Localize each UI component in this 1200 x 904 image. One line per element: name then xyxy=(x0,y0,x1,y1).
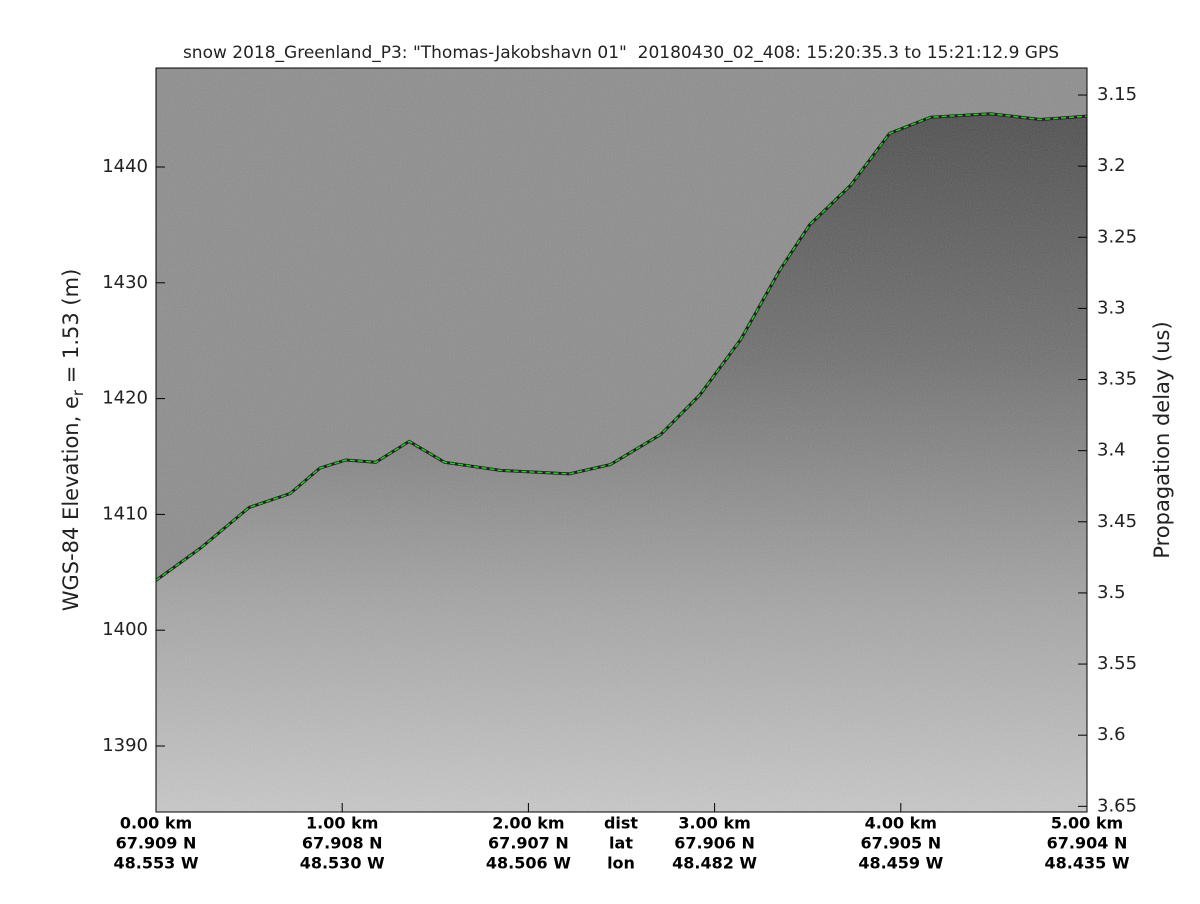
y2-tick-label: 3.3 xyxy=(1097,297,1126,318)
y2-axis-label: Propagation delay (us) xyxy=(1150,321,1174,558)
y-axis-label-part: = 1.53 (m) xyxy=(59,269,83,390)
x-tick-lon: 48.435 W xyxy=(1045,854,1130,873)
y-axis-label-part: WGS-84 Elevation, e xyxy=(59,396,83,611)
chart-title: snow 2018_Greenland_P3: "Thomas-Jakobsha… xyxy=(183,43,1059,63)
x-tick-label: 5.00 km xyxy=(1051,814,1123,833)
x-tick-lat: 67.904 N xyxy=(1047,834,1128,853)
x-tick-lon: 48.459 W xyxy=(858,854,943,873)
y2-tick-label: 3.4 xyxy=(1097,440,1126,461)
y-tick-label: 1410 xyxy=(102,503,148,524)
row-label: dist xyxy=(604,814,638,833)
grain xyxy=(156,68,1087,812)
x-tick-label: 0.00 km xyxy=(120,814,192,833)
y-tick-label: 1430 xyxy=(102,272,148,293)
y-axis-label-sub: r xyxy=(69,389,87,396)
x-tick-lat: 67.908 N xyxy=(302,834,383,853)
y2-tick-label: 3.5 xyxy=(1097,582,1126,603)
x-tick-lat: 67.906 N xyxy=(674,834,755,853)
y-tick-label: 1440 xyxy=(102,156,148,177)
surface-line xyxy=(156,112,1087,582)
row-label: lon xyxy=(607,854,635,873)
y2-tick-label: 3.25 xyxy=(1097,226,1137,247)
y2-tick-label: 3.45 xyxy=(1097,511,1137,532)
x-tick-label: 3.00 km xyxy=(678,814,750,833)
x-tick-label: 1.00 km xyxy=(306,814,378,833)
y2-tick-label: 3.65 xyxy=(1097,795,1137,816)
x-tick-lat: 67.909 N xyxy=(116,834,197,853)
y-axis-label: WGS-84 Elevation, er = 1.53 (m) xyxy=(59,269,87,612)
y2-tick-label: 3.2 xyxy=(1097,155,1126,176)
x-tick-label: 2.00 km xyxy=(492,814,564,833)
y2-tick-label: 3.35 xyxy=(1097,369,1137,390)
row-label: lat xyxy=(609,834,633,853)
y-tick-label: 1400 xyxy=(102,619,148,640)
y2-tick-label: 3.55 xyxy=(1097,653,1137,674)
x-tick-lat: 67.905 N xyxy=(860,834,941,853)
x-tick-lon: 48.482 W xyxy=(672,854,757,873)
x-tick-lon: 48.553 W xyxy=(114,854,199,873)
y2-tick-label: 3.15 xyxy=(1097,84,1137,105)
plot-frame xyxy=(155,67,1088,813)
x-tick-label: 4.00 km xyxy=(865,814,937,833)
y2-tick-label: 3.6 xyxy=(1097,724,1126,745)
y-tick-label: 1420 xyxy=(102,388,148,409)
y-tick-label: 1390 xyxy=(102,735,148,756)
x-tick-lon: 48.530 W xyxy=(300,854,385,873)
x-tick-lat: 67.907 N xyxy=(488,834,569,853)
x-tick-lon: 48.506 W xyxy=(486,854,571,873)
